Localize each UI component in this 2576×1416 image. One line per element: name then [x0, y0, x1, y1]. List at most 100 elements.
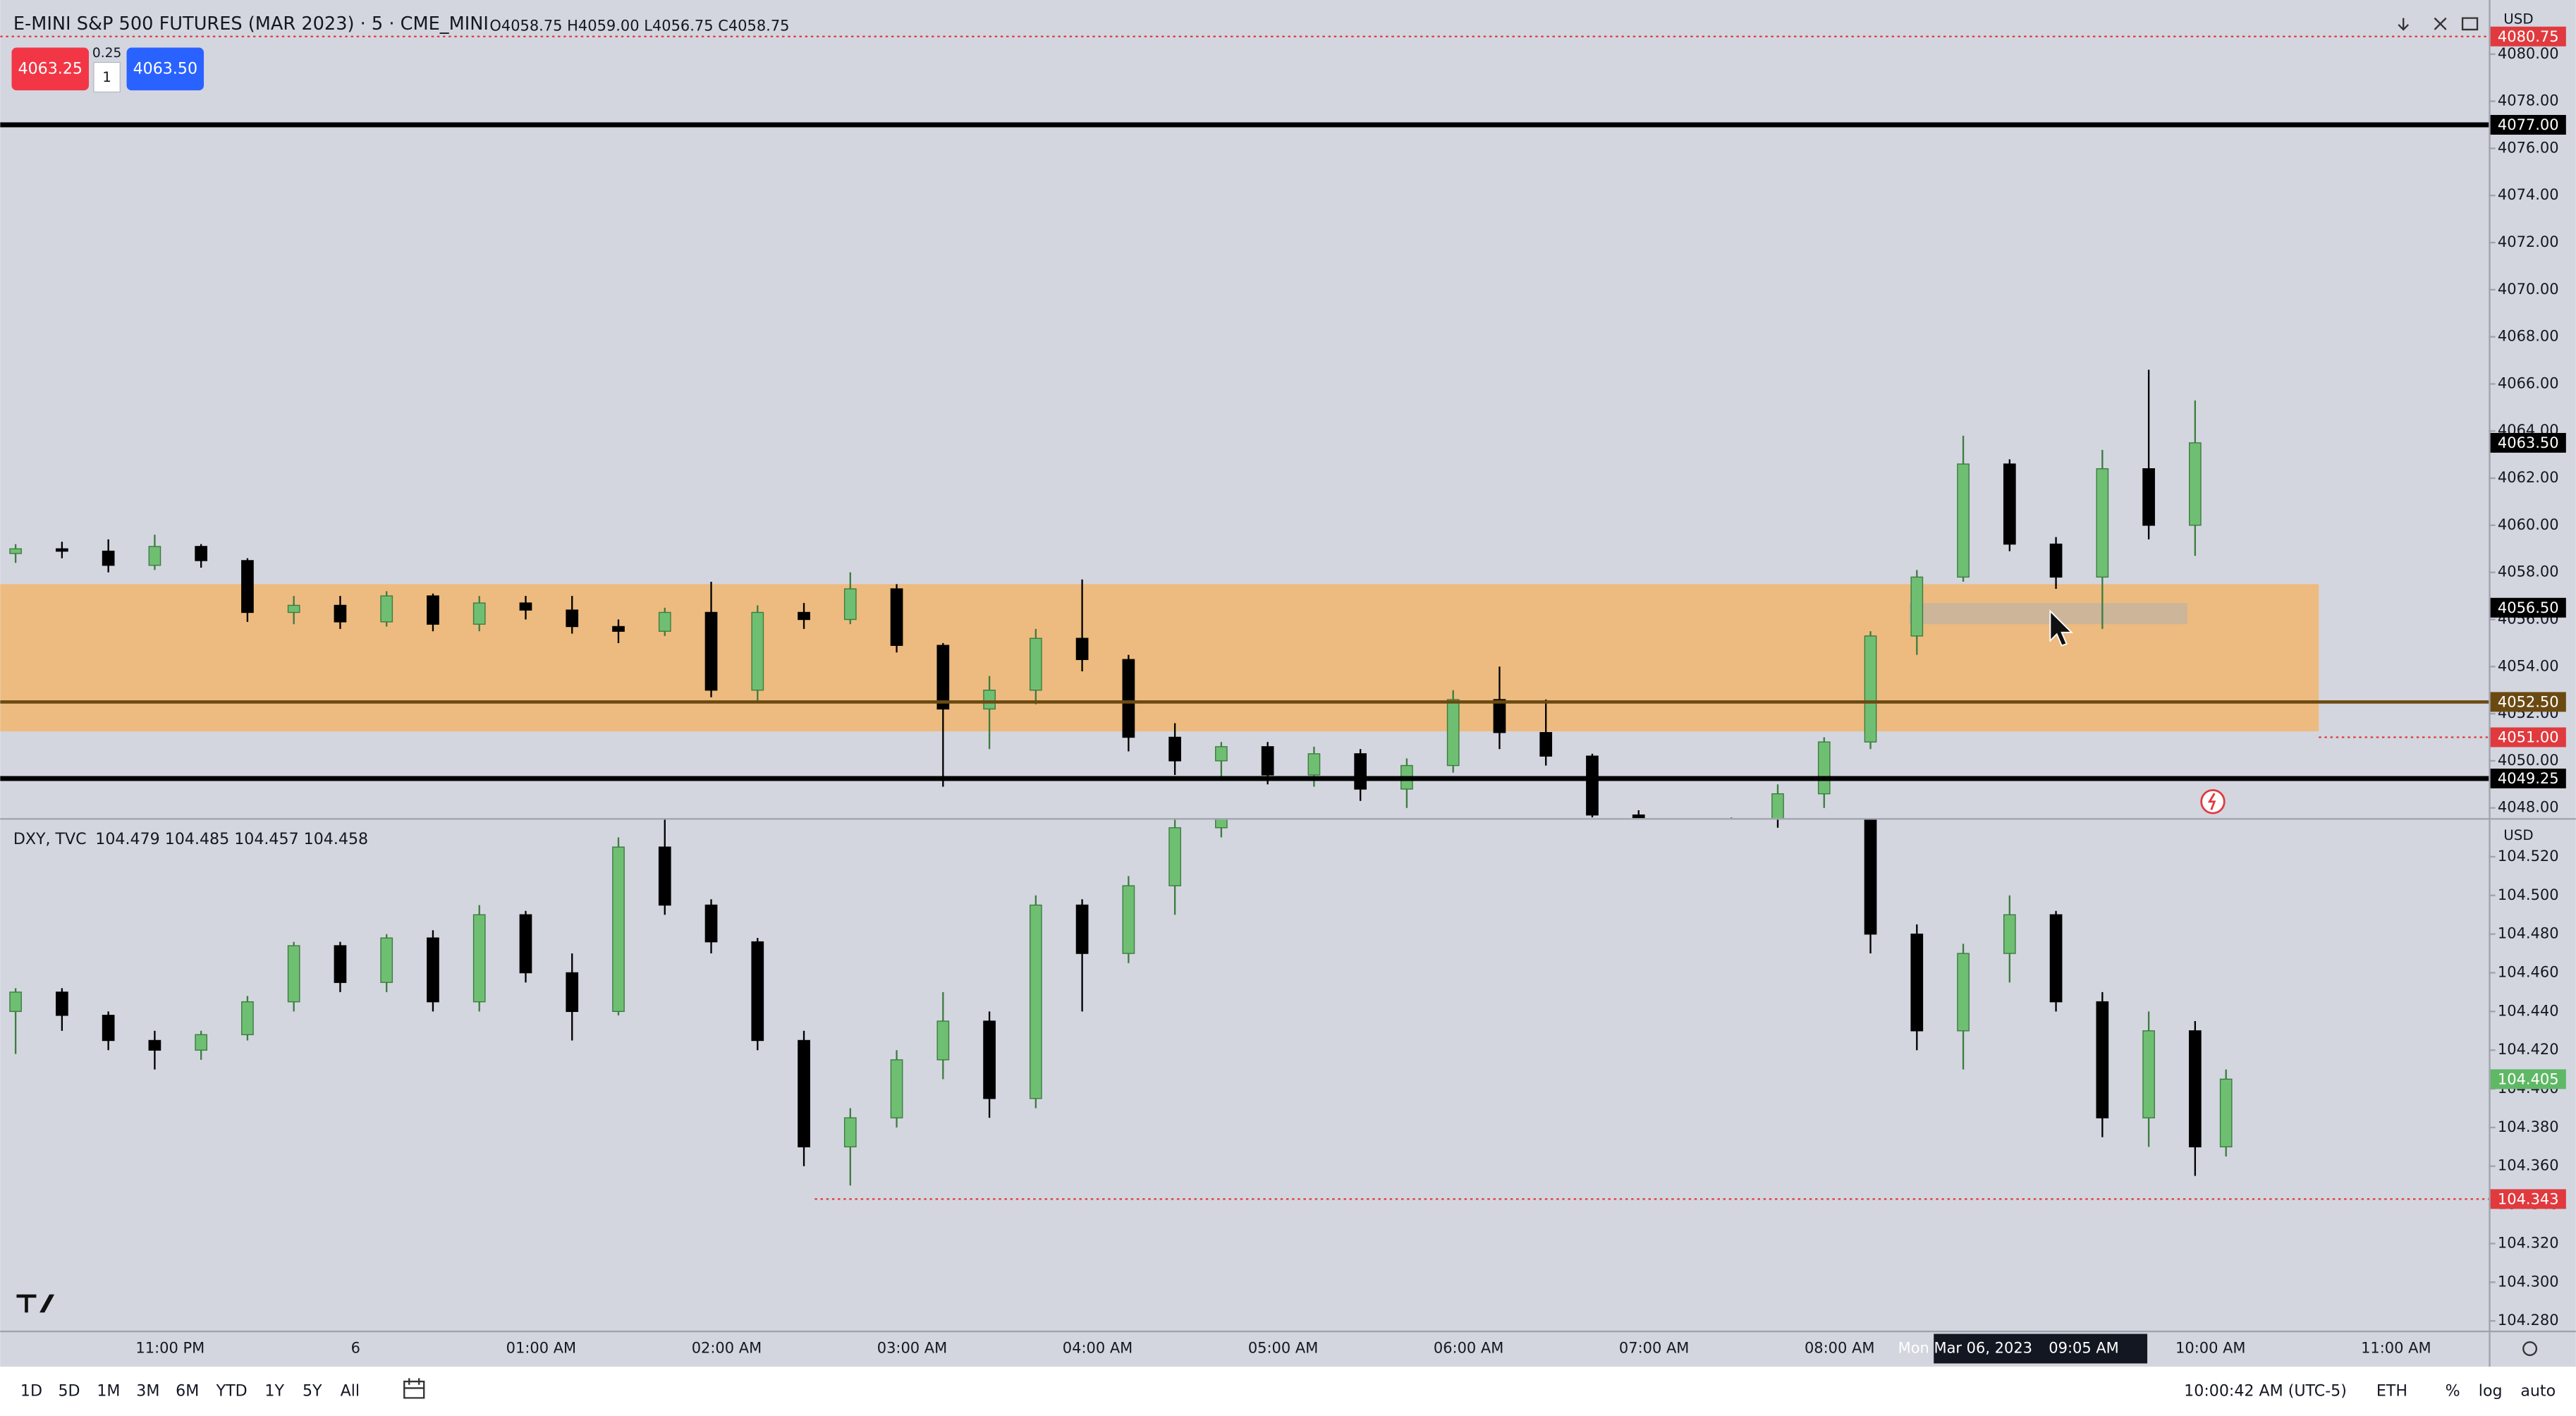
- alert-bolt: [2207, 793, 2216, 810]
- y-tick-label: 104.460: [2498, 963, 2559, 980]
- dxy-pane: [9, 819, 2489, 1200]
- candle-body: [1168, 736, 1181, 762]
- candle-body: [843, 588, 857, 621]
- logo[interactable]: [16, 1294, 55, 1313]
- y-tick-label: 4054.00: [2498, 657, 2559, 674]
- dxy-legend: 104.479 104.485 104.457 104.458: [95, 830, 368, 848]
- currency[interactable]: USD: [2503, 11, 2533, 27]
- candle-body: [195, 546, 208, 561]
- candle-body: [1771, 793, 1784, 819]
- x-tick-label: 04:00 AM: [1063, 1339, 1133, 1356]
- candle-body: [1910, 933, 1924, 1032]
- candle-body: [936, 645, 950, 710]
- range-button[interactable]: 6M: [176, 1382, 199, 1400]
- range-button[interactable]: 1D: [20, 1382, 42, 1400]
- ohlc-legend: O4058.75 H4059.00 L4056.75 C4058.75: [489, 17, 789, 34]
- y-tick-label: 4080.00: [2498, 45, 2559, 62]
- y-tick-label: 104.280: [2498, 1312, 2559, 1329]
- candle-body: [56, 548, 68, 552]
- quantity[interactable]: 1: [102, 69, 111, 85]
- candle-body: [287, 945, 300, 1003]
- candle-body: [566, 972, 579, 1013]
- date-range-icon[interactable]: [403, 1378, 425, 1399]
- scale-option[interactable]: %: [2446, 1382, 2460, 1400]
- quantity-box[interactable]: [93, 61, 121, 93]
- candle-body: [1586, 755, 1599, 816]
- candle-body: [1957, 463, 1970, 578]
- candle-body: [1261, 746, 1274, 776]
- candle-body: [2049, 914, 2063, 1003]
- candle-body: [1307, 753, 1321, 776]
- y-tick-label: 4058.00: [2498, 563, 2559, 580]
- price-zone: [1909, 603, 2187, 625]
- candle-body: [2003, 463, 2016, 545]
- candle-body: [287, 604, 300, 614]
- candle-body: [890, 588, 903, 646]
- crosshair-time: 09:05 AM: [2049, 1339, 2118, 1356]
- y-tick-label: 4050.00: [2498, 752, 2559, 769]
- y-tick-label: 104.360: [2498, 1157, 2559, 1174]
- range-button[interactable]: 5D: [58, 1382, 80, 1400]
- currency[interactable]: USD: [2503, 827, 2533, 843]
- candle-body: [148, 546, 161, 566]
- sell-price[interactable]: 4063.25: [18, 59, 83, 78]
- price-marker-label: 4077.00: [2498, 116, 2559, 133]
- candle-body: [1215, 746, 1228, 762]
- candle-body: [2096, 1001, 2109, 1118]
- candle-body: [658, 611, 671, 632]
- y-tick-label: 104.480: [2498, 925, 2559, 942]
- y-tick-label: 104.420: [2498, 1041, 2559, 1058]
- crosshair-date: Mon Mar 06, 2023: [1898, 1339, 2032, 1356]
- candle-body: [612, 846, 625, 1013]
- scale-option[interactable]: auto: [2520, 1382, 2556, 1400]
- price-marker-label: 4051.00: [2498, 729, 2559, 746]
- candle-body: [2219, 1078, 2233, 1148]
- candle-body: [102, 1015, 115, 1042]
- range-button[interactable]: 1Y: [264, 1382, 284, 1400]
- spread: 0.25: [92, 46, 121, 61]
- price-marker-label: 4056.50: [2498, 599, 2559, 616]
- range-button[interactable]: YTD: [216, 1382, 248, 1400]
- scale-option[interactable]: log: [2479, 1382, 2503, 1400]
- mouse-cursor: [2049, 609, 2073, 647]
- es-pane: [0, 35, 2489, 819]
- range-button[interactable]: 1M: [97, 1382, 120, 1400]
- y-tick-label: 104.300: [2498, 1273, 2559, 1290]
- pane-controls[interactable]: [2398, 17, 2479, 31]
- candle-body: [472, 914, 486, 1003]
- price-marker: [2490, 1069, 2566, 1090]
- y-tick-label: 4048.00: [2498, 799, 2559, 816]
- price-marker: [2490, 1189, 2566, 1209]
- candle-body: [1864, 819, 1877, 935]
- buy-button[interactable]: [126, 47, 205, 91]
- candle-body: [1354, 753, 1367, 790]
- candle-body: [890, 1059, 903, 1118]
- price-marker: [2490, 115, 2566, 135]
- candle-body: [1910, 576, 1924, 637]
- x-tick-label: 02:00 AM: [692, 1339, 762, 1356]
- candle-body: [1029, 904, 1042, 1099]
- bottom-toolbar: [0, 1367, 2576, 1416]
- price-marker: [2490, 432, 2566, 453]
- candle-body: [1632, 814, 1645, 819]
- y-tick-label: 4060.00: [2498, 516, 2559, 533]
- range-button[interactable]: All: [341, 1382, 360, 1400]
- range-button[interactable]: 3M: [136, 1382, 159, 1400]
- x-tick-label: 11:00 AM: [2361, 1339, 2431, 1356]
- candle-body: [1122, 885, 1135, 954]
- y-tick-label: 104.520: [2498, 848, 2559, 865]
- settings-icon[interactable]: [2522, 1341, 2538, 1356]
- candle-body: [472, 602, 486, 625]
- range-button[interactable]: 5Y: [303, 1382, 322, 1400]
- session[interactable]: ETH: [2376, 1382, 2407, 1400]
- candle-body: [427, 937, 439, 1003]
- candle-body: [195, 1034, 208, 1051]
- candle-body: [148, 1039, 161, 1051]
- candle-body: [2189, 1030, 2202, 1148]
- candle-body: [612, 625, 625, 632]
- buy-price[interactable]: 4063.50: [133, 59, 197, 78]
- sell-button[interactable]: [11, 47, 89, 91]
- y-tick-label: 104.380: [2498, 1118, 2559, 1135]
- candle-body: [380, 937, 393, 983]
